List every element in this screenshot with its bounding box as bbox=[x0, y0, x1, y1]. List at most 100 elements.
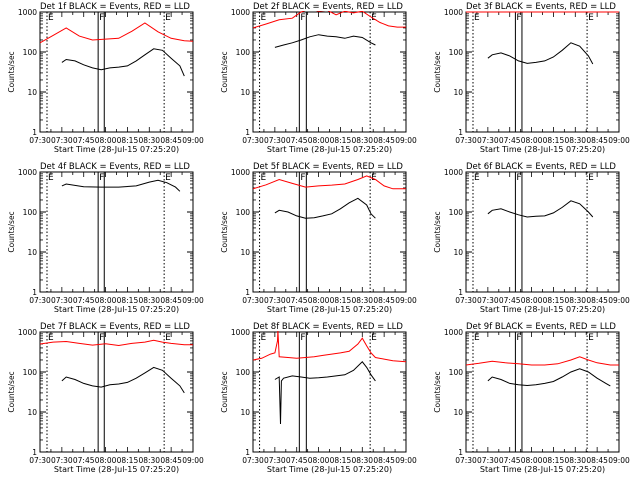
marker-label: E bbox=[588, 333, 594, 343]
marker-label: F bbox=[516, 333, 521, 343]
x-tick-label: 08:15 bbox=[117, 296, 139, 305]
series-line-lld bbox=[62, 155, 184, 160]
marker-label: E bbox=[371, 173, 377, 183]
x-axis-label: Start Time (28-Jul-15 07:25:20) bbox=[54, 465, 179, 474]
marker-label: E bbox=[165, 173, 171, 183]
y-tick-label: 1000 bbox=[18, 328, 37, 337]
panel-title: Det 9f BLACK = Events, RED = LLD bbox=[466, 322, 616, 332]
y-tick-label: 10 bbox=[453, 88, 463, 97]
plot-frame bbox=[39, 331, 194, 453]
y-tick-label: 10 bbox=[240, 408, 250, 417]
x-tick-label: 07:45 bbox=[286, 296, 308, 305]
y-tick-label: 10 bbox=[27, 88, 37, 97]
x-tick-label: 08:30 bbox=[351, 296, 373, 305]
x-tick-label: 08:15 bbox=[117, 136, 139, 145]
x-tick-label: 09:00 bbox=[182, 456, 204, 465]
marker-label: F bbox=[99, 173, 104, 183]
x-tick-label: 07:30 bbox=[455, 136, 477, 145]
y-axis-label: Counts/sec bbox=[433, 51, 442, 92]
panel-5f: Det 5f BLACK = Events, RED = LLD 1 10 100 10… bbox=[220, 162, 417, 314]
x-tick-label: 07:30 bbox=[29, 136, 51, 145]
x-tick-label: 08:00 bbox=[308, 296, 330, 305]
x-tick-label: 08:00 bbox=[521, 456, 543, 465]
x-tick-label: 07:30 bbox=[264, 136, 286, 145]
y-tick-label: 1000 bbox=[231, 8, 250, 17]
x-tick-label: 08:00 bbox=[95, 296, 117, 305]
x-tick-label: 08:15 bbox=[543, 456, 565, 465]
marker-label: E bbox=[371, 13, 377, 23]
y-axis-label: Counts/sec bbox=[433, 211, 442, 252]
panel-title: Det 2f BLACK = Events, RED = LLD bbox=[253, 2, 403, 12]
marker-label: E bbox=[48, 173, 54, 183]
marker-label: E bbox=[371, 333, 377, 343]
x-axis-label: Start Time (28-Jul-15 07:25:20) bbox=[54, 305, 179, 314]
y-tick-label: 10 bbox=[27, 248, 37, 257]
y-tick-label: 10 bbox=[240, 88, 250, 97]
plot-frame bbox=[252, 11, 407, 133]
panel-3f: Det 3f BLACK = Events, RED = LLD 1 10 100 10… bbox=[433, 2, 630, 154]
x-tick-label: 09:00 bbox=[395, 136, 417, 145]
x-tick-label: 08:45 bbox=[160, 296, 182, 305]
x-tick-label: 07:30 bbox=[455, 296, 477, 305]
panel-1f: Det 1f BLACK = Events, RED = LLD 1 10 100 10… bbox=[7, 2, 204, 154]
x-tick-label: 08:00 bbox=[95, 136, 117, 145]
y-tick-label: 1000 bbox=[444, 328, 463, 337]
x-tick-label: 07:30 bbox=[51, 136, 73, 145]
y-axis-label: Counts/sec bbox=[220, 51, 229, 92]
x-tick-label: 07:30 bbox=[264, 456, 286, 465]
y-tick-label: 1 bbox=[245, 288, 250, 297]
x-tick-label: 08:45 bbox=[160, 456, 182, 465]
series-line-lld bbox=[40, 339, 193, 347]
y-tick-label: 1000 bbox=[18, 8, 37, 17]
x-tick-label: 08:45 bbox=[586, 296, 608, 305]
y-tick-label: 100 bbox=[449, 368, 464, 377]
x-tick-label: 07:30 bbox=[264, 296, 286, 305]
y-tick-label: 10 bbox=[240, 248, 250, 257]
y-tick-label: 1 bbox=[32, 288, 37, 297]
marker-label: E bbox=[261, 13, 267, 23]
panel-6f: Det 6f BLACK = Events, RED = LLD 1 10 100 10… bbox=[433, 162, 630, 314]
plot-frame bbox=[252, 171, 407, 293]
panel-8f: Det 8f BLACK = Events, RED = LLD 1 10 100 10… bbox=[220, 322, 417, 474]
x-tick-label: 07:45 bbox=[286, 456, 308, 465]
y-tick-label: 100 bbox=[236, 48, 251, 57]
panel-title: Det 4f BLACK = Events, RED = LLD bbox=[40, 162, 190, 172]
x-tick-label: 07:45 bbox=[73, 136, 95, 145]
x-axis-label: Start Time (28-Jul-15 07:25:20) bbox=[480, 145, 605, 154]
x-tick-label: 08:30 bbox=[138, 456, 160, 465]
plot-frame bbox=[465, 171, 620, 293]
x-tick-label: 08:15 bbox=[330, 136, 352, 145]
x-axis-label: Start Time (28-Jul-15 07:25:20) bbox=[267, 305, 392, 314]
series-line-lld bbox=[40, 22, 193, 44]
x-tick-label: 07:45 bbox=[286, 136, 308, 145]
x-tick-label: 07:45 bbox=[499, 136, 521, 145]
marker-label: F bbox=[516, 173, 521, 183]
series-line-events bbox=[274, 34, 376, 48]
y-tick-label: 1 bbox=[32, 128, 37, 137]
panel-7f: Det 7f BLACK = Events, RED = LLD 1 10 100 10… bbox=[7, 322, 204, 474]
y-tick-label: 1000 bbox=[444, 168, 463, 177]
series-line-lld bbox=[253, 175, 406, 190]
series-line-events bbox=[61, 366, 185, 394]
x-tick-label: 07:30 bbox=[477, 296, 499, 305]
x-tick-label: 08:00 bbox=[95, 456, 117, 465]
y-tick-label: 1000 bbox=[231, 168, 250, 177]
y-tick-label: 100 bbox=[23, 48, 38, 57]
marker-label: F bbox=[300, 13, 305, 23]
x-tick-label: 09:00 bbox=[395, 296, 417, 305]
y-tick-label: 1 bbox=[458, 128, 463, 137]
x-tick-label: 08:30 bbox=[351, 456, 373, 465]
x-tick-label: 08:45 bbox=[160, 136, 182, 145]
marker-label: F bbox=[99, 13, 104, 23]
marker-label: E bbox=[48, 333, 54, 343]
series-line-events bbox=[487, 200, 594, 218]
x-tick-label: 07:30 bbox=[477, 456, 499, 465]
y-tick-label: 10 bbox=[27, 408, 37, 417]
x-axis-label: Start Time (28-Jul-15 07:25:20) bbox=[54, 145, 179, 154]
series-line-events bbox=[274, 197, 376, 219]
x-tick-label: 07:30 bbox=[51, 456, 73, 465]
marker-label: E bbox=[588, 13, 594, 23]
x-tick-label: 09:00 bbox=[395, 456, 417, 465]
y-tick-label: 100 bbox=[236, 368, 251, 377]
x-axis-label: Start Time (28-Jul-15 07:25:20) bbox=[267, 145, 392, 154]
